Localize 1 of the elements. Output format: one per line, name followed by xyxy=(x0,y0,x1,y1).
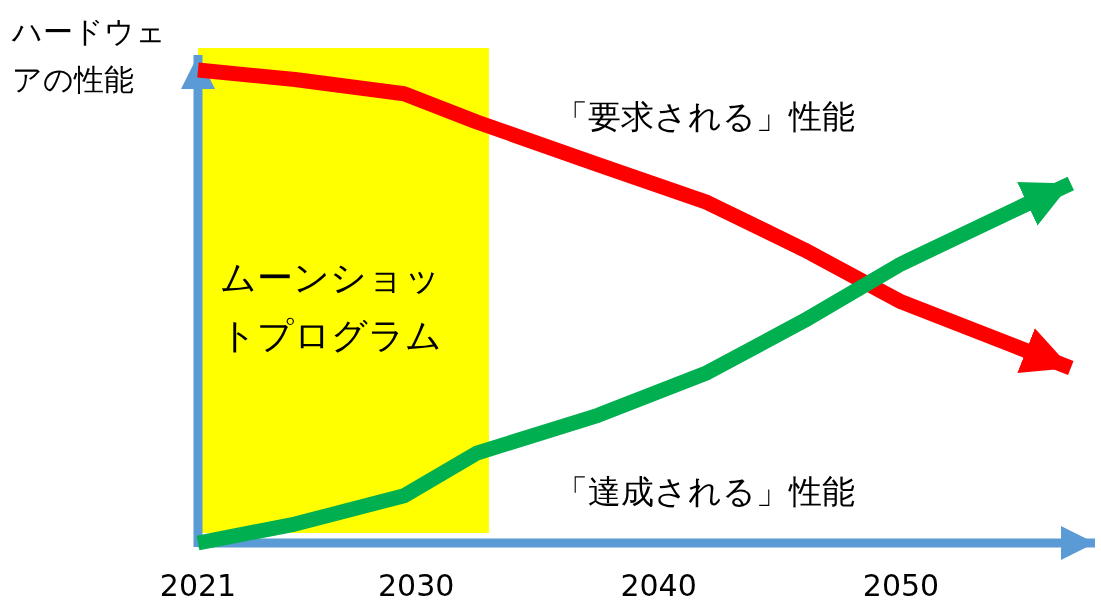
ylabel: ハードウェアの性能 xyxy=(12,14,166,97)
